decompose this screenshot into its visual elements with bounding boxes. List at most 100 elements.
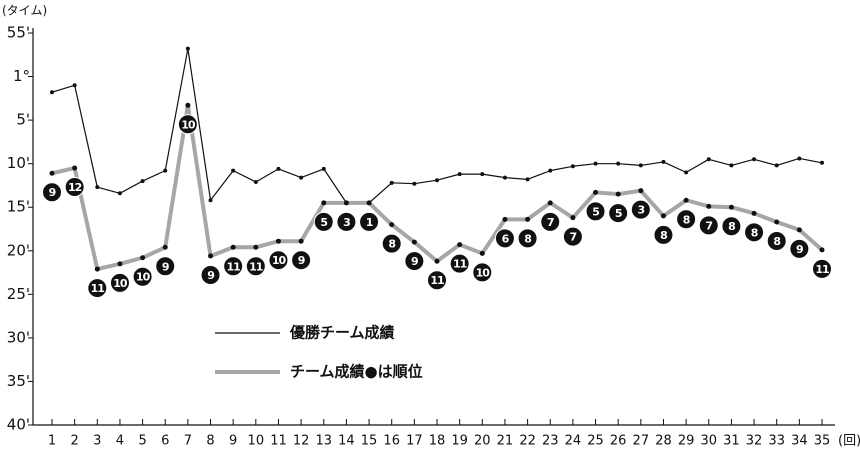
point bbox=[638, 163, 643, 168]
x-tick-label: 30 bbox=[700, 434, 717, 449]
point bbox=[525, 177, 530, 182]
point bbox=[162, 244, 168, 250]
rank-label: 11 bbox=[815, 263, 829, 276]
point bbox=[299, 175, 304, 180]
rank-label: 5 bbox=[615, 207, 622, 220]
rank-label: 9 bbox=[49, 186, 56, 199]
x-tick-label: 7 bbox=[184, 434, 192, 449]
x-tick-label: 27 bbox=[633, 434, 650, 449]
rank-badge bbox=[812, 258, 832, 279]
point bbox=[570, 215, 576, 221]
point bbox=[253, 244, 259, 250]
y-tick-label: 10' bbox=[7, 154, 30, 172]
rank-badge bbox=[200, 265, 221, 286]
rank-label: 1 bbox=[366, 216, 373, 229]
point bbox=[389, 180, 394, 185]
rank-badge bbox=[472, 262, 493, 283]
point bbox=[412, 181, 417, 186]
point bbox=[366, 200, 372, 206]
x-tick-label: 10 bbox=[248, 434, 265, 449]
rank-label: 10 bbox=[181, 118, 196, 131]
point bbox=[820, 160, 824, 165]
y-tick-label: 5' bbox=[16, 111, 30, 129]
rank-label: 7 bbox=[570, 231, 577, 244]
rank-badge bbox=[449, 253, 470, 274]
point bbox=[411, 239, 417, 245]
point bbox=[706, 157, 711, 162]
rank-label: 11 bbox=[227, 260, 241, 273]
rank-badge bbox=[381, 233, 402, 254]
rank-badge bbox=[109, 272, 130, 293]
point bbox=[72, 165, 78, 171]
x-tick-label: 23 bbox=[542, 434, 559, 449]
rank-label: 9 bbox=[162, 260, 169, 273]
x-tick-label: 13 bbox=[315, 434, 332, 449]
rank-label: 8 bbox=[751, 226, 758, 239]
point bbox=[321, 200, 327, 206]
point bbox=[797, 156, 802, 161]
rank-label: 10 bbox=[113, 277, 128, 290]
point bbox=[298, 238, 304, 244]
rank-label: 3 bbox=[343, 216, 350, 229]
rank-badge bbox=[427, 270, 447, 291]
rank-badge bbox=[789, 238, 810, 259]
rank-label: 12 bbox=[68, 181, 82, 194]
x-tick-label: 16 bbox=[383, 434, 400, 449]
y-axis-label: (タイム) bbox=[2, 4, 47, 18]
x-axis-label: (回) bbox=[838, 434, 860, 449]
rank-label: 6 bbox=[502, 232, 510, 245]
rank-badge bbox=[676, 209, 697, 230]
x-tick-label: 14 bbox=[338, 434, 355, 449]
rank-label: 10 bbox=[136, 271, 151, 284]
point bbox=[435, 178, 439, 183]
rank-badge bbox=[132, 266, 153, 287]
rank-badge bbox=[517, 228, 538, 249]
legend-label: チーム成績●は順位 bbox=[290, 363, 423, 381]
point bbox=[140, 179, 145, 184]
rank-label: 8 bbox=[388, 238, 395, 251]
rank-badge bbox=[268, 250, 289, 271]
rank-label: 5 bbox=[592, 205, 599, 218]
rank-badge bbox=[336, 211, 357, 232]
point bbox=[49, 170, 55, 176]
rank-badge bbox=[404, 251, 425, 272]
y-tick-label: 20' bbox=[7, 241, 30, 259]
y-tick-label: 1° bbox=[13, 67, 30, 85]
point bbox=[660, 213, 666, 219]
rank-badge bbox=[721, 216, 742, 237]
point bbox=[615, 191, 621, 197]
point bbox=[321, 166, 326, 171]
point bbox=[774, 163, 779, 168]
point bbox=[661, 159, 666, 164]
rank-badge bbox=[744, 222, 765, 243]
point bbox=[729, 163, 734, 168]
rank-label: 7 bbox=[705, 219, 712, 232]
rank-badge bbox=[562, 226, 583, 247]
point bbox=[480, 172, 485, 177]
y-tick-label: 40' bbox=[7, 416, 30, 434]
x-tick-label: 26 bbox=[610, 434, 627, 449]
rank-badge bbox=[42, 182, 62, 203]
x-tick-label: 33 bbox=[768, 434, 785, 449]
legend-label: 優勝チーム成績 bbox=[289, 324, 395, 342]
point bbox=[253, 179, 258, 184]
rank-badge bbox=[359, 211, 380, 232]
point bbox=[457, 172, 462, 177]
rank-badge bbox=[494, 228, 515, 249]
rank-badge bbox=[313, 211, 334, 232]
rank-label: 9 bbox=[207, 269, 214, 282]
rank-label: 7 bbox=[547, 216, 554, 229]
rank-label: 9 bbox=[796, 243, 803, 256]
x-tick-label: 20 bbox=[474, 434, 491, 449]
x-tick-label: 8 bbox=[206, 434, 214, 449]
x-tick-label: 6 bbox=[161, 434, 169, 449]
x-tick-label: 17 bbox=[406, 434, 423, 449]
rank-label: 8 bbox=[773, 235, 780, 248]
x-tick-label: 18 bbox=[429, 434, 446, 449]
point bbox=[548, 168, 553, 173]
point bbox=[208, 253, 214, 259]
point bbox=[706, 203, 712, 209]
point bbox=[752, 157, 757, 162]
rank-label: 9 bbox=[298, 254, 305, 267]
